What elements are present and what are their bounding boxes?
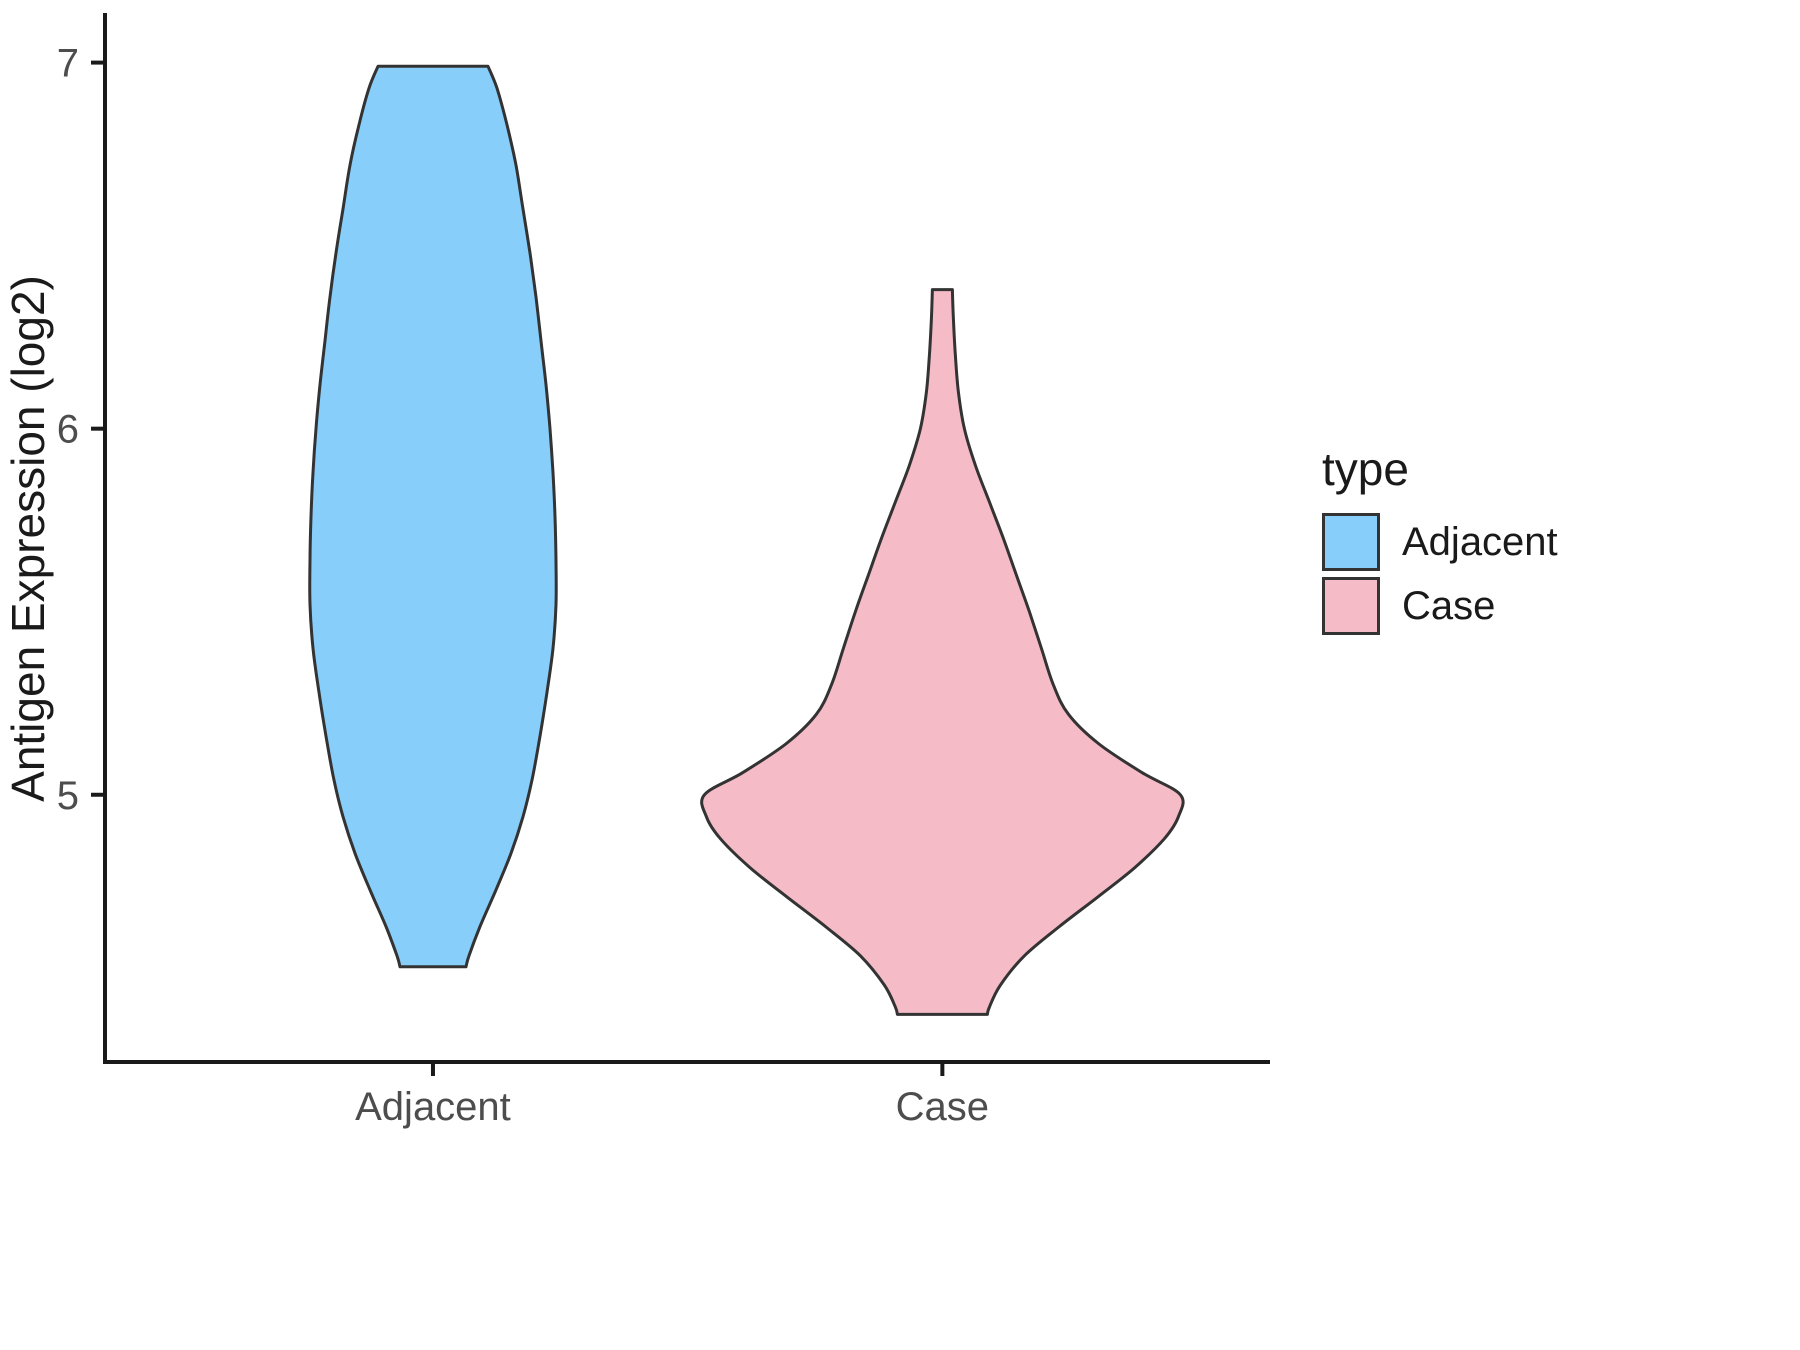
y-tick-label: 6 [57, 408, 79, 452]
legend-item-adjacent: Adjacent [1322, 510, 1558, 574]
legend-swatch-adjacent [1322, 513, 1380, 571]
legend-title: type [1322, 443, 1409, 495]
legend-item-case: Case [1322, 574, 1558, 638]
y-tick-label: 5 [57, 774, 79, 818]
legend-label-adjacent: Adjacent [1402, 519, 1558, 564]
legend-label-case: Case [1402, 583, 1496, 628]
x-tick-label: Adjacent [355, 1085, 511, 1129]
violin-adjacent [308, 64, 558, 969]
violin-case [700, 288, 1185, 1016]
y-tick-label: 7 [57, 42, 79, 86]
y-axis-title: Antigen Expression (log2) [2, 275, 54, 802]
x-tick-label: Case [896, 1085, 989, 1129]
legend-swatch-case [1322, 577, 1380, 635]
legend: type Adjacent Case [1322, 442, 1558, 638]
